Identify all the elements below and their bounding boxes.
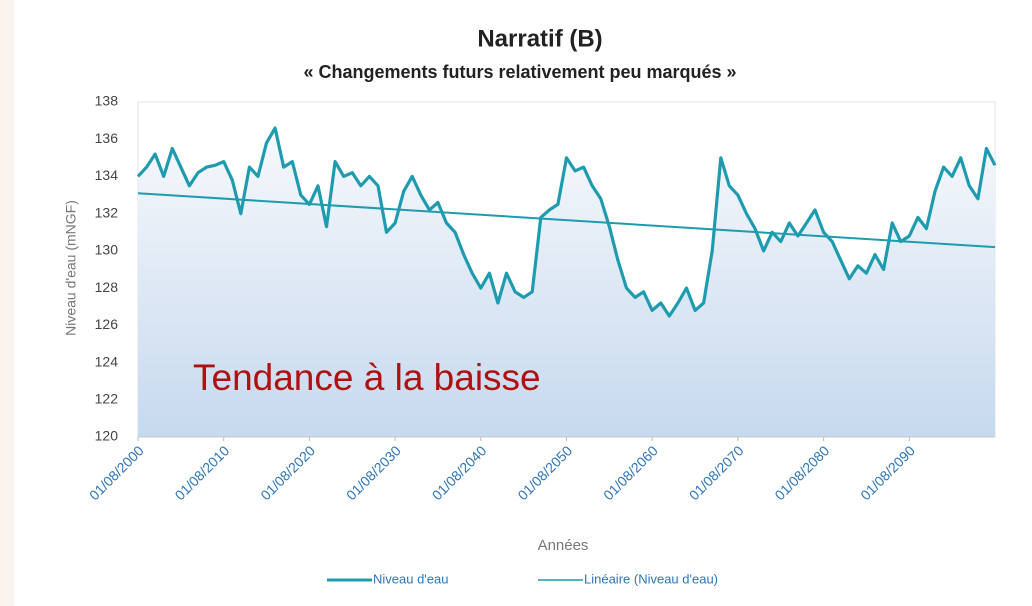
y-tick-label: 120 [95, 428, 119, 444]
line [136, 126, 997, 318]
legend-label: Linéaire (Niveau d'eau) [584, 571, 718, 586]
chart-subtitle: « Changements futurs relativement peu ma… [303, 62, 736, 82]
x-axis-title: Années [538, 537, 589, 554]
y-tick-label: 132 [95, 204, 119, 220]
left-strip [0, 0, 14, 606]
legend-label: Niveau d'eau [373, 571, 448, 586]
y-tick-label: 138 [95, 93, 119, 109]
y-tick-label: 136 [95, 130, 119, 146]
y-tick-label: 126 [95, 316, 119, 332]
y-tick-label: 128 [95, 279, 119, 295]
y-axis-title: Niveau d'eau (mNGF) [63, 200, 79, 336]
y-tick-label: 122 [95, 390, 119, 406]
y-tick-label: 134 [95, 167, 119, 183]
trend-line [137, 192, 996, 249]
annotation: Tendance à la baisse [193, 357, 541, 398]
y-tick-label: 124 [95, 353, 119, 369]
y-tick-label: 130 [95, 242, 119, 258]
area [138, 128, 995, 437]
chart-title: Narratif (B) [477, 25, 602, 52]
plot: 12012212412612813013213413613801/08/2000… [86, 93, 997, 503]
